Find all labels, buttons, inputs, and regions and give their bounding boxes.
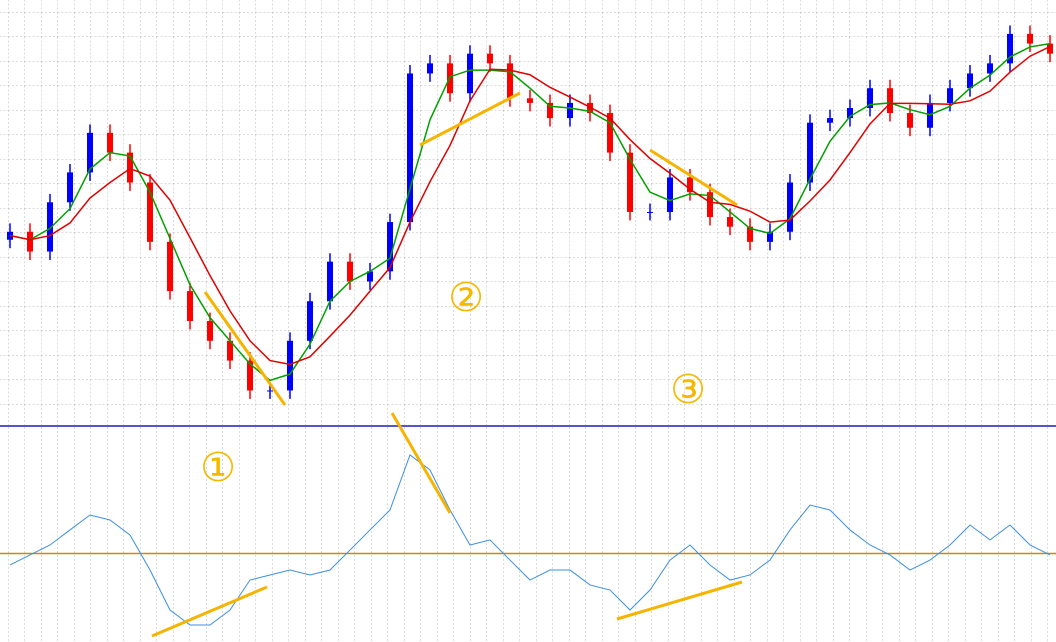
candle-body bbox=[47, 202, 53, 252]
osc-grid bbox=[0, 427, 1056, 642]
candle-body bbox=[467, 53, 473, 94]
candle-body bbox=[87, 132, 93, 173]
candle-body bbox=[627, 152, 633, 212]
candle-body bbox=[507, 63, 513, 99]
candle-body bbox=[427, 63, 433, 74]
candle-body bbox=[147, 182, 153, 242]
candle-body bbox=[267, 390, 273, 392]
candle-body bbox=[887, 88, 893, 114]
candle-body bbox=[327, 261, 333, 302]
candle-body bbox=[567, 102, 573, 119]
candle-body bbox=[487, 53, 493, 64]
candle-body bbox=[907, 113, 913, 128]
plot bbox=[0, 25, 1056, 626]
candle-body bbox=[1027, 33, 1033, 44]
candle-body bbox=[987, 63, 993, 74]
candle-body bbox=[787, 182, 793, 232]
trend-line bbox=[203, 291, 287, 406]
candle-body bbox=[947, 88, 953, 103]
candle-body bbox=[407, 73, 413, 223]
candle-body bbox=[347, 261, 353, 282]
trend-line bbox=[151, 585, 268, 638]
candle-body bbox=[247, 360, 253, 391]
candle-body bbox=[187, 291, 193, 322]
trend-line bbox=[390, 412, 452, 514]
oscillator-line bbox=[9, 454, 1051, 626]
candle-body bbox=[727, 217, 733, 227]
candle-body bbox=[1007, 33, 1013, 64]
candle-body bbox=[547, 102, 553, 119]
trend-line bbox=[616, 580, 743, 621]
trend-line bbox=[649, 148, 738, 207]
candle-body bbox=[207, 321, 213, 341]
trend-lines bbox=[151, 91, 743, 638]
candle-body bbox=[227, 340, 233, 361]
candle-body bbox=[687, 177, 693, 193]
moving-average bbox=[9, 45, 1051, 366]
trend-line bbox=[419, 91, 521, 147]
candle-body bbox=[527, 98, 533, 103]
annotation: ③ bbox=[670, 367, 706, 413]
candle-body bbox=[807, 122, 813, 183]
candle-body bbox=[27, 231, 33, 252]
candle-body bbox=[647, 211, 653, 213]
candle-body bbox=[867, 88, 873, 108]
candle-body bbox=[307, 301, 313, 341]
candle-body bbox=[827, 118, 833, 123]
candle-body bbox=[667, 177, 673, 212]
candle-body bbox=[607, 113, 613, 153]
candle-body bbox=[107, 132, 113, 153]
moving-average bbox=[9, 42, 1051, 382]
candle-body bbox=[767, 231, 773, 242]
candle-body bbox=[167, 241, 173, 292]
candle-body bbox=[387, 222, 393, 272]
candle-body bbox=[967, 73, 973, 89]
candle-body bbox=[67, 172, 73, 203]
candle-body bbox=[847, 107, 853, 119]
annotation: ② bbox=[448, 275, 484, 321]
candle-body bbox=[1047, 43, 1053, 54]
candle-body bbox=[707, 192, 713, 218]
annotation: ① bbox=[200, 445, 236, 491]
candle-body bbox=[287, 340, 293, 391]
candle-body bbox=[127, 152, 133, 183]
candle-body bbox=[747, 226, 753, 242]
candle-body bbox=[367, 271, 373, 282]
